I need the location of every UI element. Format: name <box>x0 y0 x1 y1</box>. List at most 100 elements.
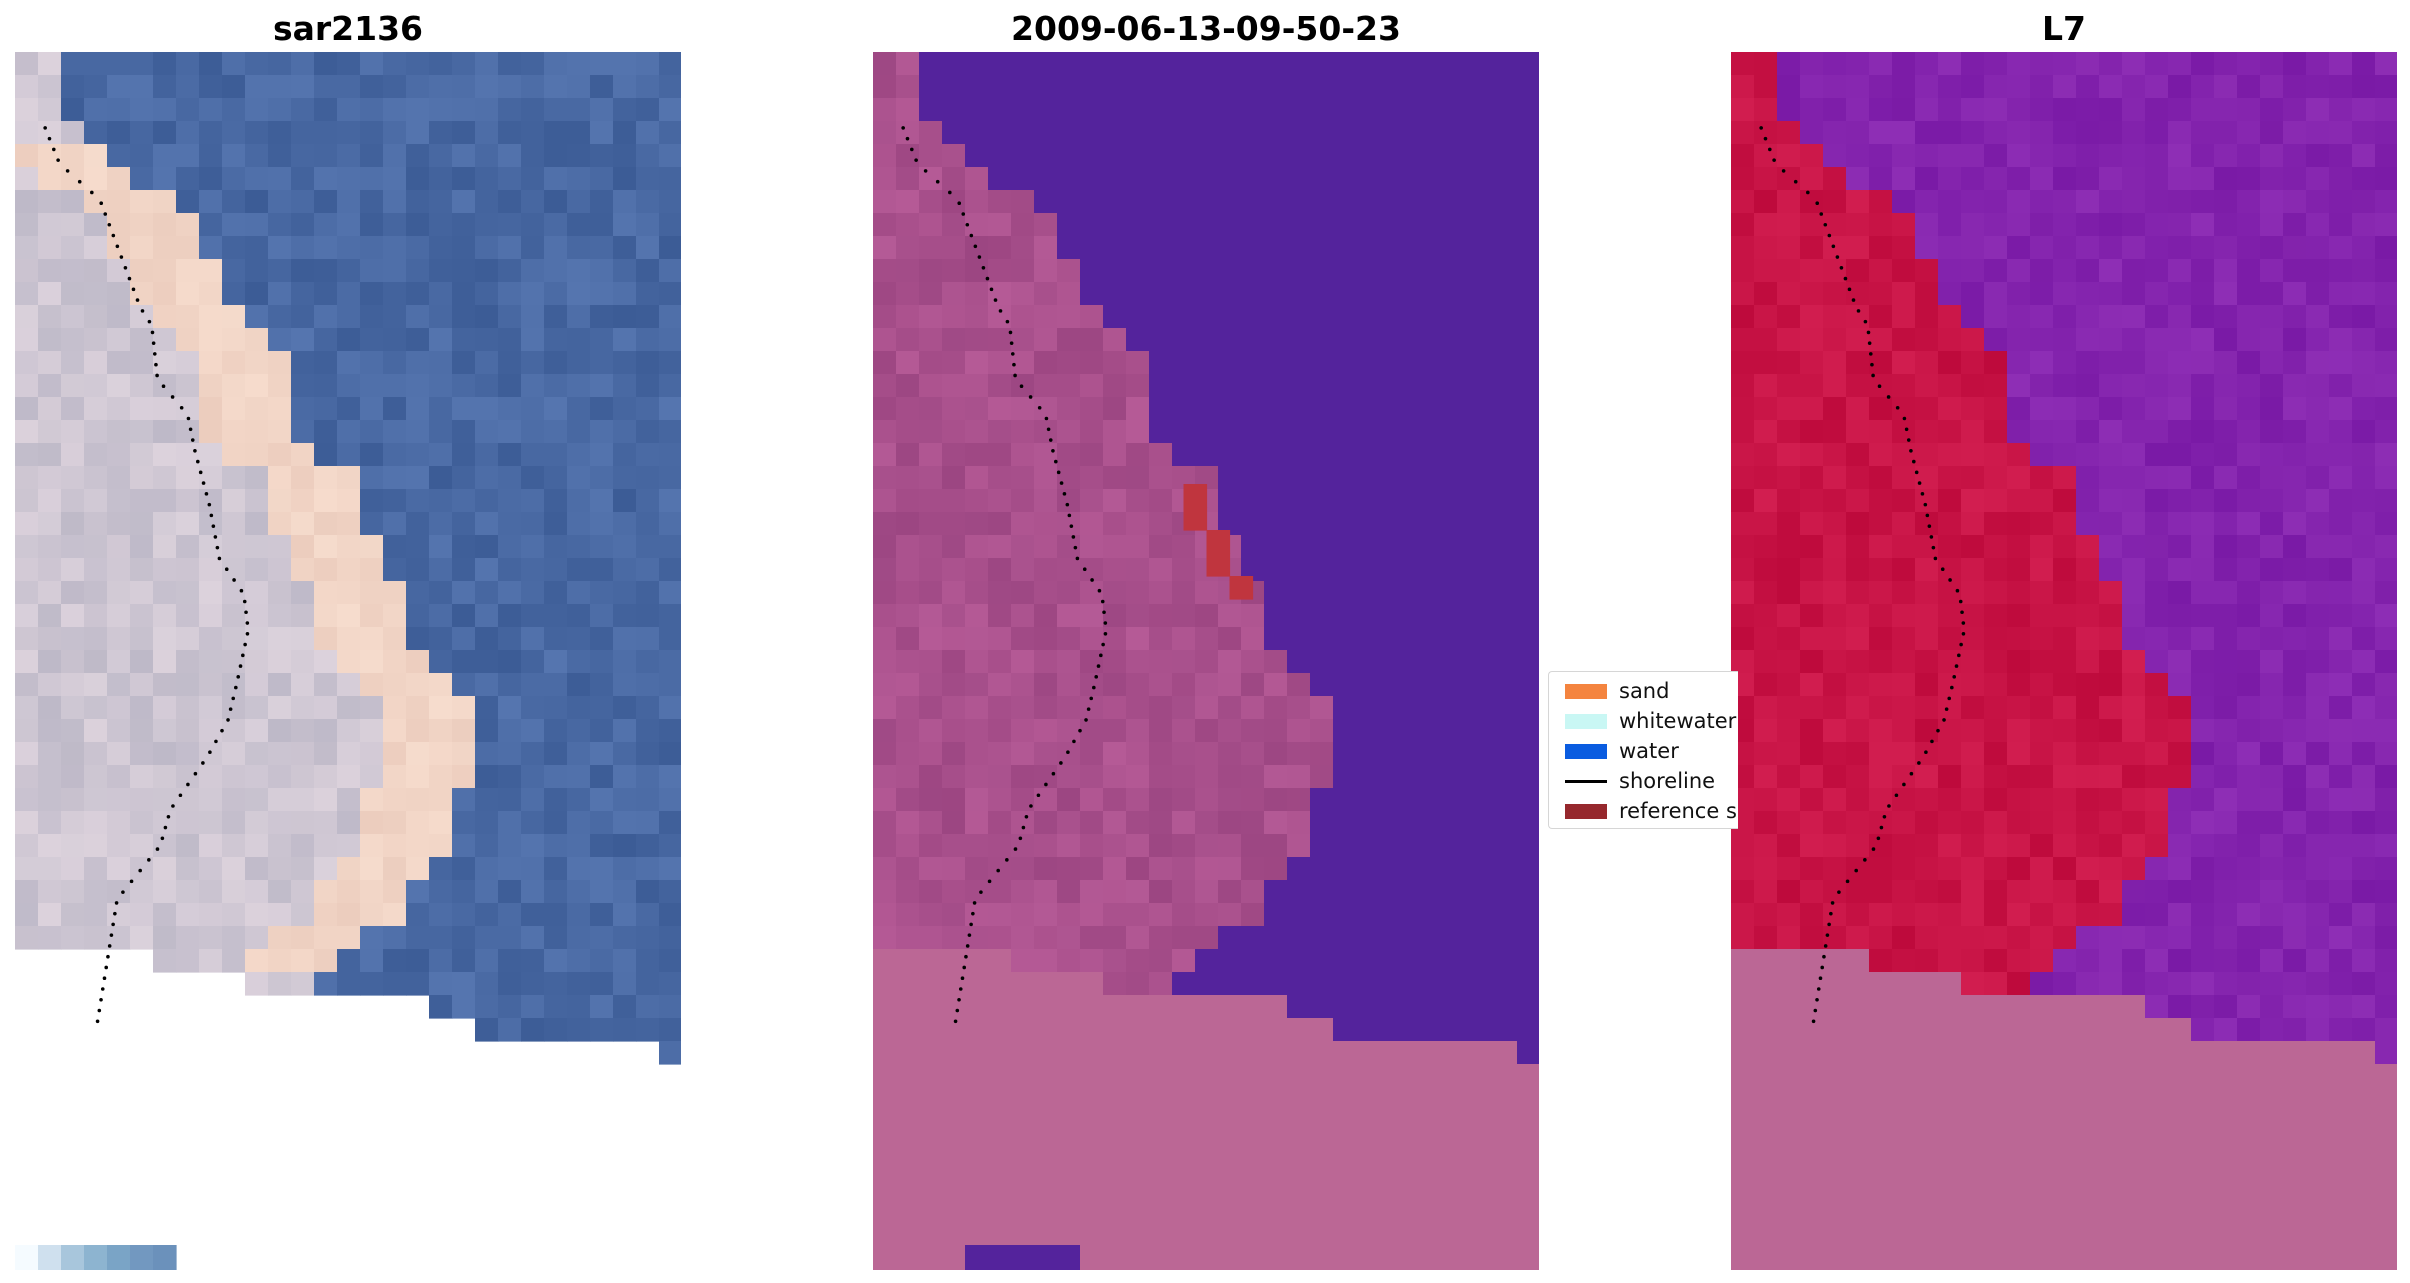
pixel-cell <box>1425 581 1449 605</box>
pixel-cell <box>942 811 966 835</box>
pixel-cell <box>1754 144 1778 168</box>
pixel-cell <box>2237 213 2261 237</box>
pixel-cell <box>2214 282 2238 306</box>
pixel-cell <box>659 190 681 214</box>
pixel-cell <box>1356 236 1380 260</box>
water-swatch <box>1565 744 1607 759</box>
pixel-cell <box>2030 397 2054 421</box>
pixel-cell <box>2145 1087 2169 1111</box>
pixel-cell <box>1448 788 1472 812</box>
pixel-cell <box>1892 719 1916 743</box>
pixel-cell <box>1448 1248 1472 1270</box>
pixel-cell <box>2076 926 2100 950</box>
pixel-cell <box>1241 834 1265 858</box>
pixel-cell <box>590 949 614 973</box>
pixel-cell <box>942 581 966 605</box>
pixel-cell <box>1356 765 1380 789</box>
pixel-cell <box>2099 282 2123 306</box>
legend-label: sand <box>1619 679 1670 703</box>
pixel-cell <box>2007 1018 2031 1042</box>
pixel-cell <box>659 949 681 973</box>
pixel-cell <box>1356 811 1380 835</box>
pixel-cell <box>636 282 660 306</box>
pixel-cell <box>498 374 522 398</box>
pixel-cell <box>429 558 453 582</box>
pixel-cell <box>965 75 989 99</box>
pixel-cell <box>2053 788 2077 812</box>
pixel-cell <box>1984 1202 2008 1226</box>
pixel-cell <box>383 236 407 260</box>
pixel-cell <box>61 305 85 329</box>
pixel-cell <box>2099 1041 2123 1065</box>
pixel-cell <box>942 328 966 352</box>
pixel-cell <box>1034 282 1058 306</box>
pixel-cell <box>1754 121 1778 145</box>
pixel-cell <box>965 489 989 513</box>
pixel-cell <box>1402 1225 1426 1249</box>
pixel-cell <box>1731 236 1755 260</box>
pixel-cell <box>636 397 660 421</box>
pixel-cell <box>2260 742 2284 766</box>
pixel-cell <box>2214 512 2238 536</box>
shoreline-point <box>155 847 160 851</box>
pixel-cell <box>452 880 476 904</box>
pixel-cell <box>1241 1041 1265 1065</box>
shoreline-point <box>1018 836 1023 841</box>
pixel-cell <box>2122 742 2146 766</box>
pixel-cell <box>268 696 292 720</box>
pixel-cell <box>1425 443 1449 467</box>
shoreline-point <box>201 761 205 765</box>
pixel-cell <box>1494 190 1518 214</box>
pixel-cell <box>475 397 499 421</box>
pixel-cell <box>498 512 522 536</box>
pixel-cell <box>2283 558 2307 582</box>
pixel-cell <box>2191 512 2215 536</box>
pixel-cell <box>1080 190 1104 214</box>
pixel-cell <box>1149 1041 1173 1065</box>
pixel-cell <box>2168 926 2192 950</box>
pixel-cell <box>1080 650 1104 674</box>
pixel-cell <box>2260 1064 2284 1088</box>
pixel-cell <box>291 788 315 812</box>
pixel-cell <box>383 581 407 605</box>
pixel-cell <box>429 328 453 352</box>
pixel-cell <box>1402 190 1426 214</box>
pixel-cell <box>567 213 591 237</box>
pixel-cell <box>590 788 614 812</box>
pixel-cell <box>1471 305 1495 329</box>
pixel-cell <box>613 535 637 559</box>
pixel-cell <box>1448 236 1472 260</box>
pixel-cell <box>2053 535 2077 559</box>
pixel-cell <box>2099 98 2123 122</box>
pixel-cell <box>1869 466 1893 490</box>
pixel-cell <box>406 581 430 605</box>
pixel-cell <box>2260 512 2284 536</box>
pixel-cell <box>107 466 131 490</box>
pixel-cell <box>2375 236 2397 260</box>
pixel-cell <box>1800 52 1824 76</box>
pixel-cell <box>1172 144 1196 168</box>
pixel-cell <box>314 167 338 191</box>
pixel-cell <box>15 765 39 789</box>
pixel-cell <box>1057 98 1081 122</box>
pixel-cell <box>1425 1202 1449 1226</box>
pixel-cell <box>406 52 430 76</box>
pixel-cell <box>1057 880 1081 904</box>
pixel-cell <box>337 581 361 605</box>
pixel-cell <box>452 167 476 191</box>
pixel-cell <box>2214 1133 2238 1157</box>
pixel-cell <box>475 765 499 789</box>
pixel-cell <box>1425 259 1449 283</box>
pixel-cell <box>1961 604 1985 628</box>
pixel-cell <box>130 742 154 766</box>
pixel-cell <box>1823 1156 1847 1180</box>
pixel-cell <box>1379 581 1403 605</box>
pixel-cell <box>2030 466 2054 490</box>
pixel-cell <box>153 466 177 490</box>
pixel-cell <box>268 719 292 743</box>
pixel-cell <box>1080 512 1104 536</box>
pixel-cell <box>222 627 246 651</box>
pixel-cell <box>1892 351 1916 375</box>
pixel-cell <box>1915 305 1939 329</box>
pixel-cell <box>1448 167 1472 191</box>
